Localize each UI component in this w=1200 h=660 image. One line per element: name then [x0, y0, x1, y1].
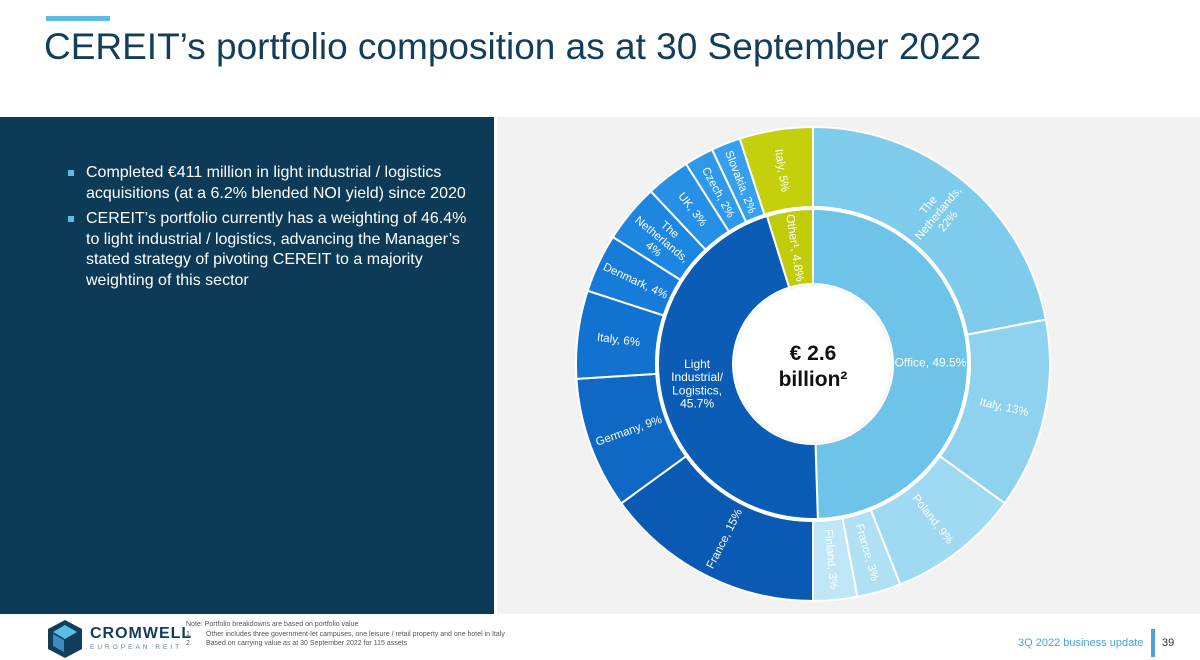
inner-slice-light-industrial-logistics-45-7	[656, 214, 819, 520]
footnote-2-text: Based on carrying value as at 30 Septemb…	[206, 640, 408, 647]
summary-panel: Completed €411 million in light industri…	[0, 117, 494, 614]
inner-slice-light-industrial-logistics-45-7-label: Light Industrial/Logistics, 45.7%	[671, 357, 724, 411]
outer-slice-7-italy-6-label: Italy, 6%	[596, 332, 640, 349]
inner-slice-office-49-5-label: Office, 49.5%	[895, 355, 967, 369]
page-title: CEREIT’s portfolio composition as at 30 …	[44, 26, 982, 67]
brand-name: CROMWELL	[90, 625, 193, 642]
brand: CROMWELL EUROPEAN REIT	[90, 625, 192, 653]
chart-center	[735, 286, 891, 442]
title-accent-line	[46, 16, 110, 21]
footnote-1-text: Other includes three government-let camp…	[206, 630, 505, 638]
portfolio-sunburst-chart: Office, 49.5% Light Industrial/Logistics, 4…	[575, 125, 1051, 603]
summary-bullets: Completed €411 million in light industri…	[68, 163, 468, 296]
footnote-2-number: 2.	[186, 640, 192, 647]
footnote-2: 2. Based on carrying value as at 30 Sept…	[186, 639, 505, 649]
chart-center-label: € 2.6 billion²	[779, 342, 848, 391]
cromwell-logo-icon	[48, 620, 82, 658]
footer-divider	[1151, 629, 1155, 657]
footnotes: Note: Portfolio breakdowns are based on …	[186, 620, 505, 649]
outer-slice-4-finland-3-label: Finland, 3%	[822, 528, 840, 590]
footnote-1-number: 1.	[186, 630, 192, 638]
bullet-acquisitions: Completed €411 million in light industri…	[68, 163, 468, 204]
bullet-weighting: CEREIT’s portfolio currently has a weigh…	[68, 209, 468, 291]
footer-label: 3Q 2022 business update	[1018, 637, 1144, 649]
chart-panel: Office, 49.5% Light Industrial/Logistics, 4…	[497, 117, 1200, 614]
outer-slice-13-italy-5	[738, 125, 814, 216]
inner-slice-other-4-8	[765, 207, 814, 289]
footnote-1: 1. Other includes three government-let c…	[186, 630, 505, 640]
page-number: 39	[1162, 637, 1175, 649]
inner-slice-office-49-5	[812, 207, 969, 520]
brand-subtitle: EUROPEAN REIT	[90, 644, 183, 651]
outer-slice-0-the-netherlands-22	[812, 125, 1047, 336]
footnote-title: Note: Portfolio breakdowns are based on …	[186, 621, 359, 628]
